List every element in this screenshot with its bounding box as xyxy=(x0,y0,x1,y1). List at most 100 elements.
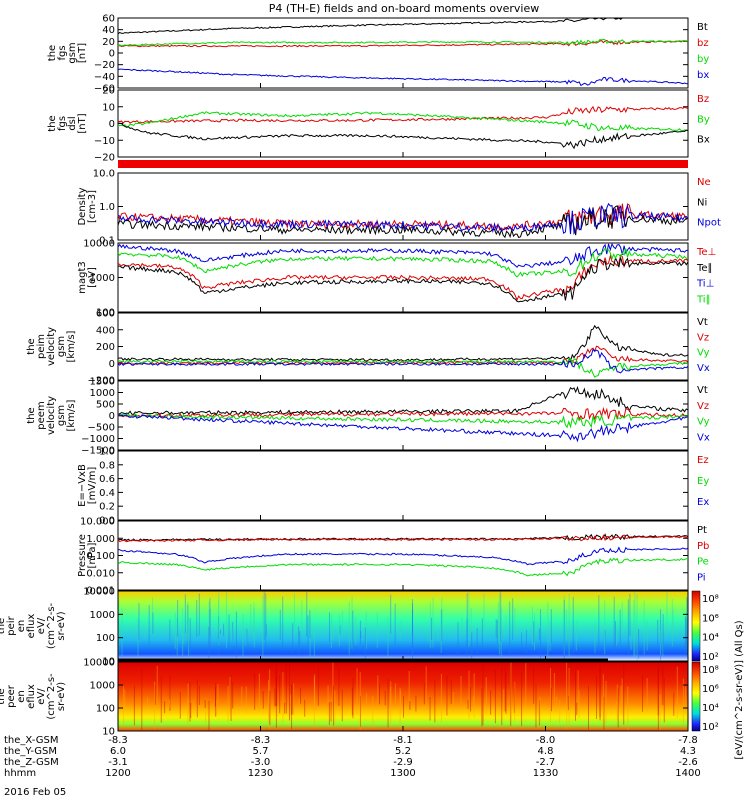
x-tick-label-z: -2.7 xyxy=(536,757,556,768)
y-tick-label: −20 xyxy=(94,153,115,164)
y-tick-label: 10 xyxy=(102,102,115,113)
y-tick-label: −500 xyxy=(88,423,115,434)
y-tick-label: −20 xyxy=(94,60,115,71)
y-tick-label: 20 xyxy=(102,37,115,48)
x-tick-label-y: 4.3 xyxy=(680,746,696,757)
legend-pressure-3: Pi xyxy=(697,572,706,583)
x-tick-label-x: -7.8 xyxy=(678,735,698,746)
panel-peir_spec: 10000 1000 100 10 the peir en eflux eV/(cm^2-s-s… xyxy=(0,587,689,668)
y-axis-label-line: peem xyxy=(36,401,47,429)
y-tick-label: 0.4 xyxy=(99,488,115,499)
x-tick-label-hhmm: 1230 xyxy=(248,768,273,779)
series-density-Ni xyxy=(117,205,689,239)
y-axis-label-line: the xyxy=(47,45,58,61)
y-axis-label-line: [cm-3] xyxy=(87,190,98,223)
y-tick-label: 0.1 xyxy=(99,236,115,247)
legend-pressure-2: Pe xyxy=(697,557,709,568)
x-row-label: the_Y-GSM xyxy=(4,746,57,757)
legend-efield-1: Ey xyxy=(697,476,709,487)
y-axis-label-line: sr-eV) xyxy=(56,682,67,711)
y-tick-label: 100 xyxy=(96,308,115,319)
legend-density-0: Ne xyxy=(697,177,711,188)
y-tick-label: 10 xyxy=(102,727,115,738)
legend-density-1: Ni xyxy=(697,197,707,208)
series-fgs_dsl-Bx xyxy=(117,122,689,150)
legend-pressure-1: Pb xyxy=(697,541,709,552)
legend-temperature-2: Ti⊥ xyxy=(696,279,714,290)
y-axis-label-line: sr-eV) xyxy=(56,611,67,640)
x-tick-label-x: -8.1 xyxy=(393,735,413,746)
legend-peim_velocity-2: Vy xyxy=(697,348,710,359)
legend-peem_velocity-3: Vx xyxy=(697,432,710,443)
y-tick-label: 1000 xyxy=(90,273,115,284)
y-axis-label-line: fgs xyxy=(57,116,68,131)
y-axis-label-line: [nT] xyxy=(77,113,88,133)
y-tick-label: 500 xyxy=(96,400,115,411)
series-pressure-Pi xyxy=(117,546,689,566)
legend-peim_velocity-1: Vz xyxy=(697,332,709,343)
legend-fgs_dsl-0: Bz xyxy=(697,94,709,105)
y-tick-label: 1.0 xyxy=(99,447,115,458)
y-tick-label: 0 xyxy=(109,359,115,370)
y-tick-label: −1500 xyxy=(81,446,115,457)
y-axis-label-line: gsm xyxy=(56,405,67,426)
y-tick-label: 10.000 xyxy=(80,517,115,528)
x-tick-label-z: -3.1 xyxy=(108,757,128,768)
y-axis-label-line: the xyxy=(26,338,37,354)
legend-fgs_gsm-1: bz xyxy=(697,38,709,49)
x-row-label: hhmm xyxy=(4,768,36,779)
panel-frame xyxy=(117,450,689,521)
series-fgs_gsm-bx xyxy=(117,68,689,87)
y-tick-label: −40 xyxy=(94,72,115,83)
y-axis-label-line: eV/ xyxy=(36,617,47,634)
y-tick-label: 1.0 xyxy=(99,202,115,213)
y-tick-label: 1000 xyxy=(90,610,115,621)
x-tick-label-z: -2.6 xyxy=(678,757,698,768)
y-axis-label-line: [mV/m] xyxy=(87,467,98,505)
legend-density-2: Npot xyxy=(697,218,721,229)
panel-density: 10.0 1.0 0.1 Density [cm-3] Ne Ni Npot xyxy=(77,169,721,247)
legend-efield-0: Ez xyxy=(697,455,709,466)
y-axis-label-line: fgs xyxy=(57,45,68,60)
series-temperature-Ti∥ xyxy=(117,247,688,278)
series-peem_velocity-Vy xyxy=(117,413,688,429)
y-axis-label-line: velocity xyxy=(46,327,57,366)
x-tick-label-y: 5.2 xyxy=(395,746,411,757)
y-tick-label: 0 xyxy=(109,119,115,130)
panel-peer_spec: 10000 1000 100 10 the peer en eflux eV/(cm^2-s-s… xyxy=(0,658,689,738)
y-tick-label: 1500 xyxy=(90,377,115,388)
panel-temperature: 10000 1000 100 magt3 [eV] Te⊥ Te∥ Ti⊥ Ti∥ xyxy=(77,239,716,319)
y-axis-label-line: en xyxy=(16,690,27,703)
colorbar-tick: 10² xyxy=(702,652,719,663)
y-axis-label-line: eflux xyxy=(26,614,37,639)
y-tick-label: 0.010 xyxy=(86,568,115,579)
y-tick-label: −60 xyxy=(94,84,115,95)
y-axis-label-line: gsm xyxy=(56,336,67,357)
legend-fgs_dsl-2: Bx xyxy=(697,135,710,146)
colorbar-strip xyxy=(691,661,701,732)
y-tick-label: −200 xyxy=(88,376,115,387)
y-axis-label-line: the xyxy=(47,115,58,131)
panel-frame xyxy=(117,17,689,89)
panel-fgs_dsl: 20 10 0 −10 −20 the fgs dsl [nT] Bz By Bx xyxy=(47,86,710,164)
y-tick-label: 100 xyxy=(96,704,115,715)
y-axis-label-line: peim xyxy=(36,334,47,359)
series-fgs_gsm-Bt xyxy=(117,17,688,35)
y-tick-label: 1000 xyxy=(90,681,115,692)
series-fgs_dsl-By xyxy=(117,111,689,132)
y-axis-label-line: Pressure xyxy=(77,534,88,577)
y-tick-label: 600 xyxy=(96,309,115,320)
legend-temperature-1: Te∥ xyxy=(696,263,713,274)
colorbar-label: [eV/(cm^2-s-sr-eV)] (All Qs) xyxy=(734,620,745,759)
x-tick-label-hhmm: 1200 xyxy=(105,768,130,779)
separator-bar xyxy=(118,160,688,168)
y-axis-label-line: the xyxy=(0,618,7,634)
y-axis-label-line: peir xyxy=(6,615,17,635)
y-axis-label-line: en xyxy=(16,620,27,633)
series-peim_velocity-Vy xyxy=(117,357,689,378)
legend-peim_velocity-3: Vx xyxy=(697,363,710,374)
series-fgs_gsm-bz xyxy=(117,39,689,48)
legend-efield-2: Ex xyxy=(697,497,709,508)
